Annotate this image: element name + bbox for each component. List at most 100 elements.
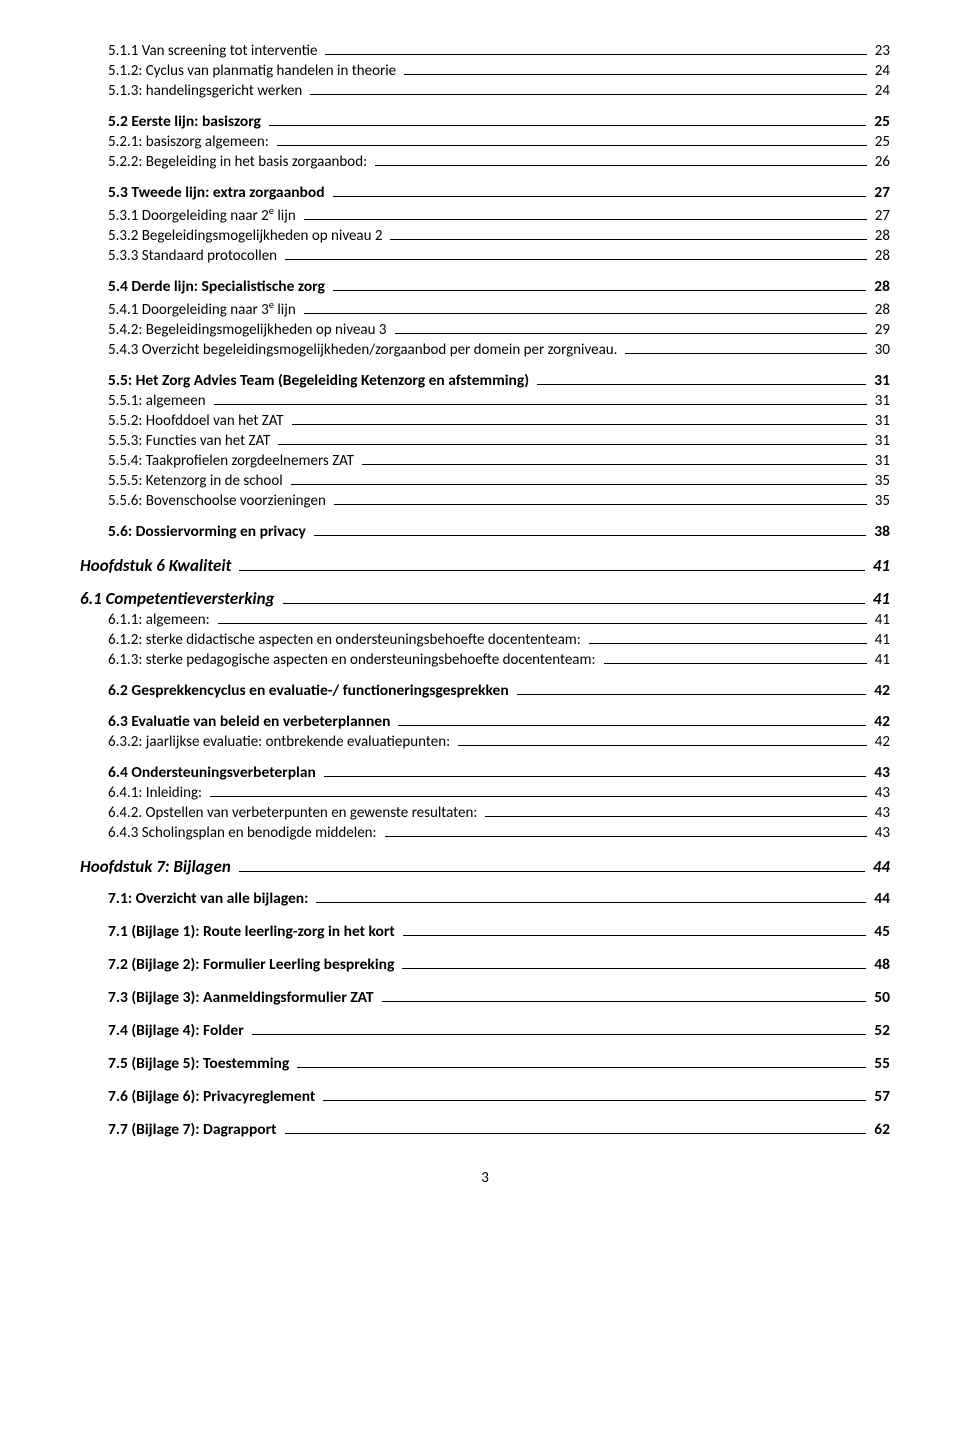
toc-entry-label: 5.1.1 Van screening tot interventie bbox=[108, 42, 321, 60]
toc-entry-page: 42 bbox=[870, 681, 890, 700]
toc-leader bbox=[485, 816, 866, 817]
toc-entry-page: 27 bbox=[870, 183, 890, 202]
toc-entry-label: 7.1 (Bijlage 1): Route leerling-zorg in … bbox=[108, 922, 399, 941]
toc-entry-label: 7.4 (Bijlage 4): Folder bbox=[108, 1021, 248, 1040]
toc-leader bbox=[285, 259, 867, 260]
toc-entry-page: 31 bbox=[871, 452, 890, 470]
toc-leader bbox=[316, 902, 866, 903]
toc-entry: 5.5.4: Taakprofielen zorgdeelnemers ZAT3… bbox=[80, 452, 890, 470]
toc-leader bbox=[218, 623, 867, 624]
toc-entry: 5.5.3: Functies van het ZAT 31 bbox=[80, 432, 890, 450]
toc-entry-page: 31 bbox=[871, 432, 890, 450]
toc-entry: 6.1.1: algemeen:41 bbox=[80, 611, 890, 629]
toc-entry: 5.6: Dossiervorming en privacy38 bbox=[80, 522, 890, 541]
toc-entry-label: 5.3.2 Begeleidingsmogelijkheden op nivea… bbox=[108, 227, 386, 245]
toc-entry: Hoofdstuk 7: Bijlagen44 bbox=[80, 856, 890, 877]
toc-entry-page: 24 bbox=[871, 62, 890, 80]
toc-entry-page: 28 bbox=[871, 227, 890, 245]
toc-entry-label: 5.4 Derde lijn: Specialistische zorg bbox=[108, 277, 329, 296]
toc-entry-label: 5.2 Eerste lijn: basiszorg bbox=[108, 112, 265, 131]
toc-leader bbox=[292, 424, 867, 425]
toc-entry-label: 5.4.3 Overzicht begeleidingsmogelijkhede… bbox=[108, 341, 621, 359]
toc-entry-label: 5.6: Dossiervorming en privacy bbox=[108, 522, 310, 541]
toc-entry-label: 6.4 Ondersteuningsverbeterplan bbox=[108, 763, 320, 782]
toc-entry: 6.4.2. Opstellen van verbeterpunten en g… bbox=[80, 804, 890, 822]
toc-entry-page: 42 bbox=[871, 733, 890, 751]
toc-leader bbox=[537, 384, 866, 385]
toc-entry-label: 6.1.1: algemeen: bbox=[108, 611, 214, 629]
toc-entry-label: 6.4.2. Opstellen van verbeterpunten en g… bbox=[108, 804, 481, 822]
toc-entry-page: 28 bbox=[871, 301, 890, 319]
toc-entry-page: 25 bbox=[871, 133, 890, 151]
toc-entry: 5.5.5: Ketenzorg in de school 35 bbox=[80, 472, 890, 490]
toc-leader bbox=[239, 570, 864, 571]
toc-leader bbox=[314, 535, 866, 536]
toc-entry-label: 5.1.3: handelingsgericht werken bbox=[108, 82, 306, 100]
toc-entry: 5.1.2: Cyclus van planmatig handelen in … bbox=[80, 62, 890, 80]
toc-leader bbox=[304, 313, 867, 314]
toc-entry-page: 48 bbox=[870, 955, 890, 974]
toc-entry-label: 5.2.1: basiszorg algemeen: bbox=[108, 133, 273, 151]
toc-entry: 5.3.3 Standaard protocollen 28 bbox=[80, 247, 890, 265]
toc-entry-page: 31 bbox=[870, 371, 890, 390]
toc-leader bbox=[278, 444, 866, 445]
toc-leader bbox=[404, 74, 867, 75]
toc-entry: 5.5.6: Bovenschoolse voorzieningen 35 bbox=[80, 492, 890, 510]
toc-leader bbox=[324, 776, 866, 777]
toc-entry-label: 5.5.6: Bovenschoolse voorzieningen bbox=[108, 492, 330, 510]
toc-entry-label: Hoofdstuk 6 Kwaliteit bbox=[80, 555, 235, 576]
toc-entry: 7.3 (Bijlage 3): Aanmeldingsformulier ZA… bbox=[80, 988, 890, 1007]
toc-entry-label: 5.1.2: Cyclus van planmatig handelen in … bbox=[108, 62, 400, 80]
toc-leader bbox=[398, 725, 866, 726]
toc-entry: 5.3 Tweede lijn: extra zorgaanbod27 bbox=[80, 183, 890, 202]
toc-entry-label: 5.2.2: Begeleiding in het basis zorgaanb… bbox=[108, 153, 371, 171]
toc-entry-page: 30 bbox=[871, 341, 890, 359]
toc-leader bbox=[252, 1034, 867, 1035]
toc-entry-page: 41 bbox=[869, 555, 890, 576]
toc-entry: 5.4.2: Begeleidingsmogelijkheden op nive… bbox=[80, 321, 890, 339]
toc-entry: Hoofdstuk 6 Kwaliteit 41 bbox=[80, 555, 890, 576]
toc-entry-page: 44 bbox=[870, 889, 890, 908]
toc-entry: 5.2.1: basiszorg algemeen: 25 bbox=[80, 133, 890, 151]
toc-entry: 5.2 Eerste lijn: basiszorg25 bbox=[80, 112, 890, 131]
toc-entry-page: 28 bbox=[871, 247, 890, 265]
toc-leader bbox=[333, 290, 866, 291]
toc-entry-page: 43 bbox=[871, 824, 890, 842]
toc-leader bbox=[283, 603, 865, 604]
toc-leader bbox=[517, 694, 867, 695]
toc-entry-label: 7.7 (Bijlage 7): Dagrapport bbox=[108, 1120, 281, 1139]
toc-leader bbox=[402, 968, 866, 969]
toc-entry-label: 5.3.1 Doorgeleiding naar 2e lijn bbox=[108, 204, 300, 225]
toc-entry: 5.1.1 Van screening tot interventie23 bbox=[80, 42, 890, 60]
toc-entry-label: 5.5.2: Hoofddoel van het ZAT bbox=[108, 412, 288, 430]
toc-entry-label: 7.5 (Bijlage 5): Toestemming bbox=[108, 1054, 293, 1073]
toc-leader bbox=[239, 871, 865, 872]
toc-entry-page: 35 bbox=[871, 472, 890, 490]
toc-entry-page: 57 bbox=[870, 1087, 890, 1106]
toc-leader bbox=[458, 745, 867, 746]
toc-entry-page: 35 bbox=[871, 492, 890, 510]
toc-entry: 5.4.3 Overzicht begeleidingsmogelijkhede… bbox=[80, 341, 890, 359]
toc-leader bbox=[285, 1133, 867, 1134]
toc-entry-page: 55 bbox=[870, 1054, 890, 1073]
toc-entry-label: 5.5.3: Functies van het ZAT bbox=[108, 432, 274, 450]
toc-leader bbox=[625, 353, 866, 354]
toc-entry: 5.3.1 Doorgeleiding naar 2e lijn27 bbox=[80, 204, 890, 225]
toc-entry-label: 5.3.3 Standaard protocollen bbox=[108, 247, 281, 265]
toc-entry-page: 52 bbox=[870, 1021, 890, 1040]
toc-leader bbox=[333, 196, 867, 197]
toc-entry: 7.6 (Bijlage 6): Privacyreglement 57 bbox=[80, 1087, 890, 1106]
toc-entry: 7.5 (Bijlage 5): Toestemming 55 bbox=[80, 1054, 890, 1073]
toc-entry-label: 5.5.5: Ketenzorg in de school bbox=[108, 472, 287, 490]
toc-entry-label: 6.3 Evaluatie van beleid en verbeterplan… bbox=[108, 712, 394, 731]
toc-entry: 6.1.2: sterke didactische aspecten en on… bbox=[80, 631, 890, 649]
toc-entry-label: 6.1 Competentieversterking bbox=[80, 588, 279, 609]
toc-leader bbox=[277, 145, 867, 146]
table-of-contents: 5.1.1 Van screening tot interventie235.1… bbox=[80, 42, 890, 1139]
toc-leader bbox=[589, 643, 867, 644]
toc-entry: 7.7 (Bijlage 7): Dagrapport 62 bbox=[80, 1120, 890, 1139]
toc-leader bbox=[310, 94, 866, 95]
toc-entry-label: 7.1: Overzicht van alle bijlagen: bbox=[108, 889, 312, 908]
toc-entry-page: 62 bbox=[870, 1120, 890, 1139]
toc-entry-label: 7.6 (Bijlage 6): Privacyreglement bbox=[108, 1087, 319, 1106]
